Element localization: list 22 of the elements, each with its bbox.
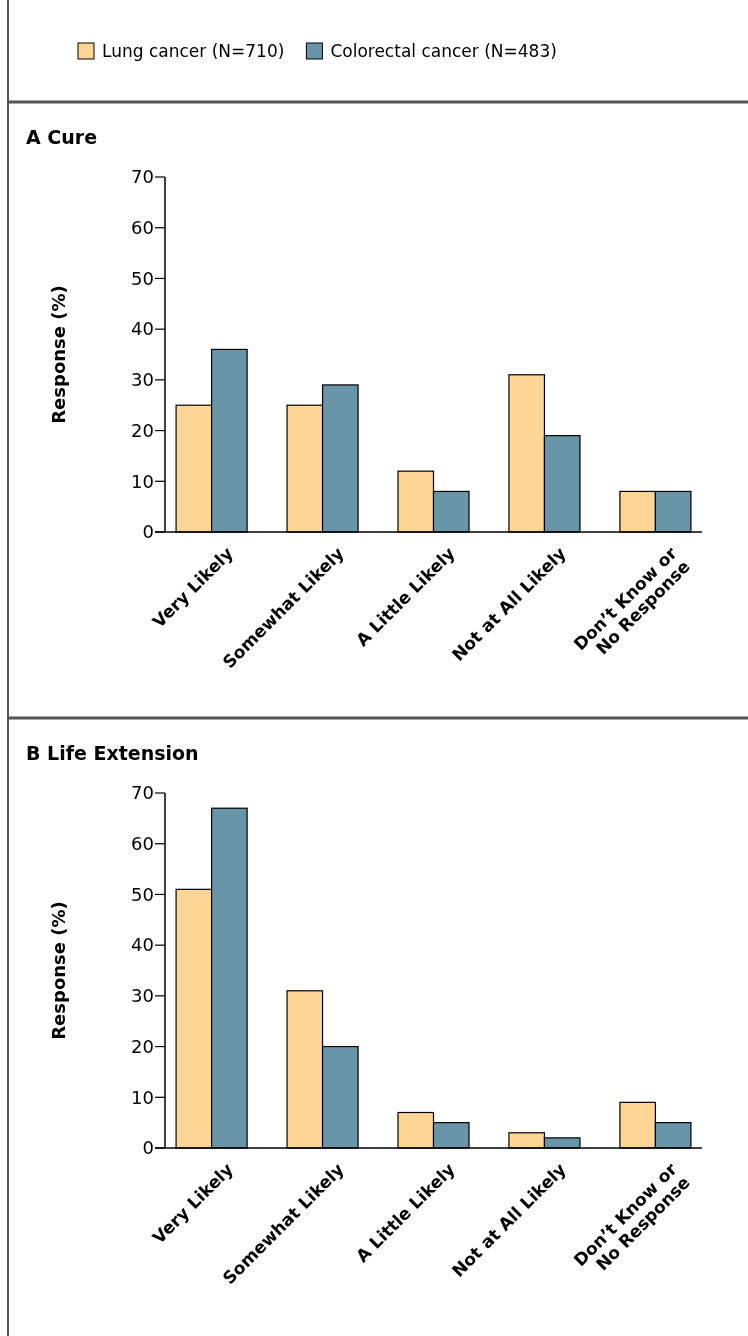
y-tick-label: 10 [131, 470, 154, 492]
legend-label: Colorectal cancer (N=483) [330, 41, 557, 61]
y-tick-label: 70 [131, 782, 154, 804]
y-tick-label: 0 [142, 521, 154, 543]
y-tick-label: 10 [131, 1086, 154, 1108]
y-tick-label: 30 [131, 985, 154, 1007]
chart-title: A Cure [26, 126, 98, 148]
y-axis-title: Response (%) [48, 285, 69, 424]
y-tick-label: 30 [131, 369, 154, 391]
y-axis-title: Response (%) [48, 901, 69, 1040]
y-tick-label: 50 [131, 883, 154, 905]
chart-title: B Life Extension [26, 742, 199, 764]
y-tick-label: 70 [131, 166, 154, 188]
y-tick-label: 20 [131, 1035, 154, 1057]
y-tick-label: 40 [131, 318, 154, 340]
y-tick-label: 40 [131, 934, 154, 956]
y-tick-label: 60 [131, 217, 154, 239]
legend-label: Lung cancer (N=710) [102, 41, 285, 61]
y-tick-label: 0 [142, 1137, 154, 1159]
y-tick-label: 50 [131, 267, 154, 289]
y-tick-label: 20 [131, 419, 154, 441]
y-tick-label: 60 [131, 833, 154, 855]
